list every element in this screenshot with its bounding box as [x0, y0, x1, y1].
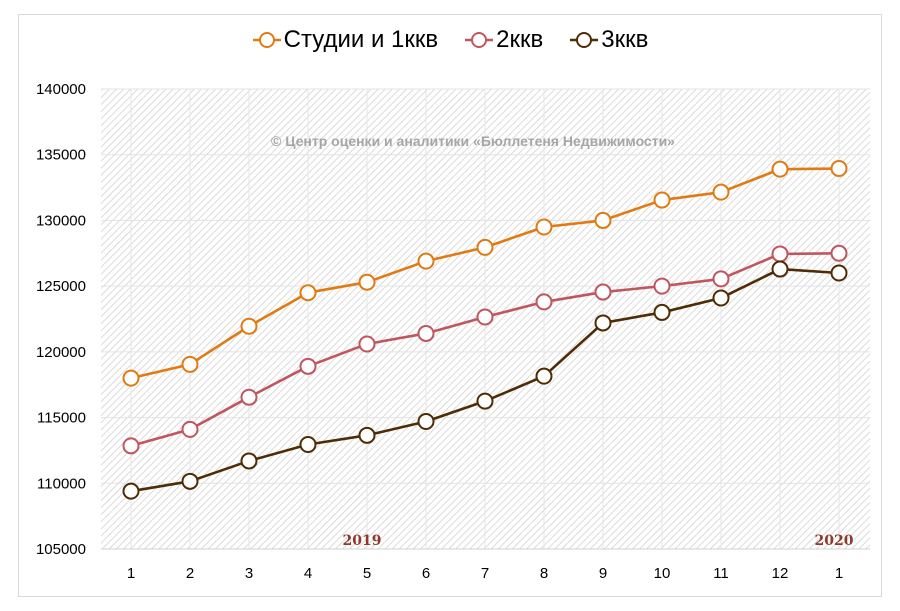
x-tick-label: 1 — [835, 565, 843, 582]
y-tick-label: 105000 — [36, 541, 86, 558]
data-point[interactable] — [476, 308, 494, 326]
x-tick-label: 2 — [186, 565, 194, 582]
data-point[interactable] — [476, 238, 494, 256]
data-point[interactable] — [535, 367, 553, 385]
y-tick-label: 125000 — [36, 278, 86, 295]
series-3 — [122, 260, 848, 500]
data-point[interactable] — [830, 264, 848, 282]
series-1 — [122, 160, 848, 387]
data-point[interactable] — [181, 420, 199, 438]
x-tick-label: 7 — [481, 565, 489, 582]
data-point[interactable] — [122, 437, 140, 455]
legend-marker-icon — [252, 32, 281, 48]
legend-marker-icon — [570, 32, 599, 48]
watermark: © Центр оценки и аналитики «Бюллетеня Не… — [271, 133, 675, 149]
data-point[interactable] — [535, 218, 553, 236]
data-point[interactable] — [771, 160, 789, 178]
y-tick-label: 115000 — [37, 410, 86, 427]
data-point[interactable] — [594, 283, 612, 301]
x-axis: 1 2 3 4 5 6 7 8 9 10 11 12 1 — [127, 565, 843, 582]
y-tick-label: 130000 — [36, 212, 86, 229]
y-axis: 105000 110000 115000 120000 125000 130000 1350… — [36, 81, 86, 558]
data-point[interactable] — [712, 289, 730, 307]
data-point[interactable] — [830, 160, 848, 178]
data-point[interactable] — [240, 317, 258, 335]
data-point[interactable] — [653, 191, 671, 209]
y-tick-label: 140000 — [36, 81, 86, 98]
y-tick-label: 135000 — [36, 147, 86, 164]
data-point[interactable] — [476, 392, 494, 410]
series-lines — [122, 160, 848, 500]
data-point[interactable] — [240, 388, 258, 406]
data-point[interactable] — [594, 314, 612, 332]
data-point[interactable] — [358, 335, 376, 353]
data-point[interactable] — [181, 355, 199, 373]
year-labels: 2019 2020 — [343, 533, 854, 549]
data-point[interactable] — [240, 452, 258, 470]
x-tick-label: 11 — [713, 565, 729, 582]
data-point[interactable] — [535, 293, 553, 311]
legend-label: 3ккв — [601, 26, 649, 53]
data-point[interactable] — [771, 245, 789, 263]
data-point[interactable] — [594, 211, 612, 229]
legend-item-studio-1room[interactable]: Студии и 1ккв — [252, 26, 438, 54]
legend-item-3room[interactable]: 3ккв — [569, 26, 648, 54]
x-tick-label: 5 — [363, 565, 371, 582]
legend-label: Студии и 1ккв — [283, 26, 439, 53]
data-point[interactable] — [712, 183, 730, 201]
x-tick-label: 1 — [127, 565, 135, 582]
data-point[interactable] — [712, 270, 730, 288]
data-point[interactable] — [653, 277, 671, 295]
y-tick-label: 120000 — [36, 344, 86, 361]
x-tick-label: 4 — [304, 565, 312, 582]
y-tick-label: 110000 — [37, 475, 86, 492]
data-point[interactable] — [358, 426, 376, 444]
legend-marker-icon — [465, 32, 494, 48]
x-tick-label: 8 — [540, 565, 548, 582]
data-point[interactable] — [299, 357, 317, 375]
data-point[interactable] — [299, 284, 317, 302]
data-point[interactable] — [122, 369, 140, 387]
data-point[interactable] — [417, 413, 435, 431]
data-point[interactable] — [417, 252, 435, 270]
x-tick-label: 9 — [599, 565, 607, 582]
data-point[interactable] — [358, 273, 376, 291]
series-2 — [122, 244, 848, 455]
x-tick-label: 10 — [654, 565, 671, 582]
data-point[interactable] — [771, 260, 789, 278]
legend-item-2room[interactable]: 2ккв — [464, 26, 543, 54]
year-label: 2020 — [815, 533, 854, 549]
legend: Студии и 1ккв 2ккв 3ккв — [0, 26, 900, 54]
data-point[interactable] — [181, 472, 199, 490]
x-tick-label: 3 — [245, 565, 253, 582]
data-point[interactable] — [417, 324, 435, 342]
x-tick-label: 12 — [772, 565, 789, 582]
data-point[interactable] — [830, 244, 848, 262]
x-tick-label: 6 — [422, 565, 430, 582]
data-point[interactable] — [653, 303, 671, 321]
data-point[interactable] — [299, 436, 317, 454]
data-point[interactable] — [122, 482, 140, 500]
year-label: 2019 — [343, 533, 382, 549]
legend-label: 2ккв — [496, 26, 544, 53]
